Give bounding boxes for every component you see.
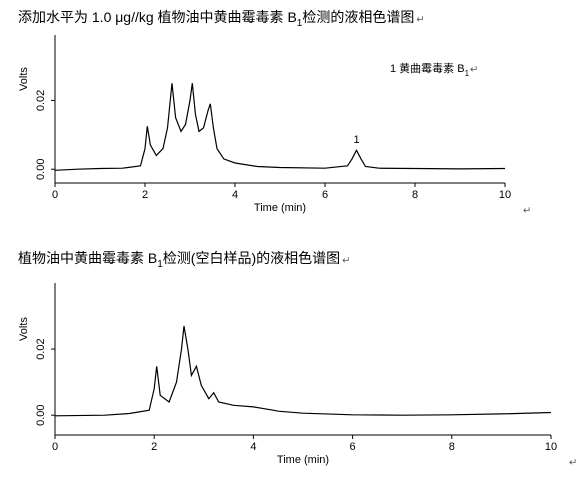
legend-text-part: 1 (465, 69, 470, 78)
x-tick-label: 4 (250, 441, 256, 453)
paragraph-mark: ↵ (342, 256, 350, 267)
x-tick-label: 6 (350, 441, 356, 453)
legend-text-part: 1 黄曲霉毒素 B (390, 61, 465, 75)
chart-title: 植物油中黄曲霉毒素 B1检测(空白样品)的液相色谱图 (18, 250, 340, 270)
chart-title: 添加水平为 1.0 μg//kg 植物油中黄曲霉毒素 B1检测的液相色谱图 (18, 9, 414, 29)
x-axis-label: Time (min) (254, 202, 306, 214)
y-tick-label: 0.00 (35, 159, 47, 180)
chart-title-part: 添加水平为 1.0 μg//kg 植物油中黄曲霉毒素 B (18, 9, 297, 25)
paragraph-mark: ↵ (470, 65, 478, 76)
paragraph-mark: ↵ (569, 458, 577, 469)
x-tick-label: 10 (545, 441, 557, 453)
trace (54, 83, 506, 171)
x-axis-label: Time (min) (277, 454, 329, 466)
legend-text: 1 黄曲霉毒素 B1 (390, 61, 470, 78)
chart-title-part: 1 (157, 259, 163, 270)
x-tick-label: 6 (322, 189, 328, 201)
chart-title-part: 植物油中黄曲霉毒素 B (18, 250, 157, 266)
peak-label: 1 (353, 134, 359, 146)
y-axis-label: Volts (18, 317, 30, 341)
chart-title-part: 1 (297, 18, 303, 29)
x-tick-label: 8 (412, 189, 418, 201)
trace (54, 325, 552, 417)
x-tick-label: 2 (151, 441, 157, 453)
x-tick-label: 4 (232, 189, 238, 201)
chart-title-part: 检测的液相色谱图 (302, 9, 414, 25)
y-tick-label: 0.00 (35, 404, 47, 425)
x-tick-label: 0 (52, 189, 58, 201)
x-tick-label: 2 (142, 189, 148, 201)
paragraph-mark: ↵ (523, 206, 531, 217)
y-tick-label: 0.02 (35, 338, 47, 359)
paragraph-mark: ↵ (416, 15, 424, 26)
chart-title-part: 检测(空白样品)的液相色谱图 (163, 250, 340, 266)
x-tick-label: 8 (449, 441, 455, 453)
x-tick-label: 0 (52, 441, 58, 453)
x-tick-label: 10 (499, 189, 511, 201)
y-tick-label: 0.02 (35, 90, 47, 111)
y-axis-label: Volts (18, 67, 30, 91)
